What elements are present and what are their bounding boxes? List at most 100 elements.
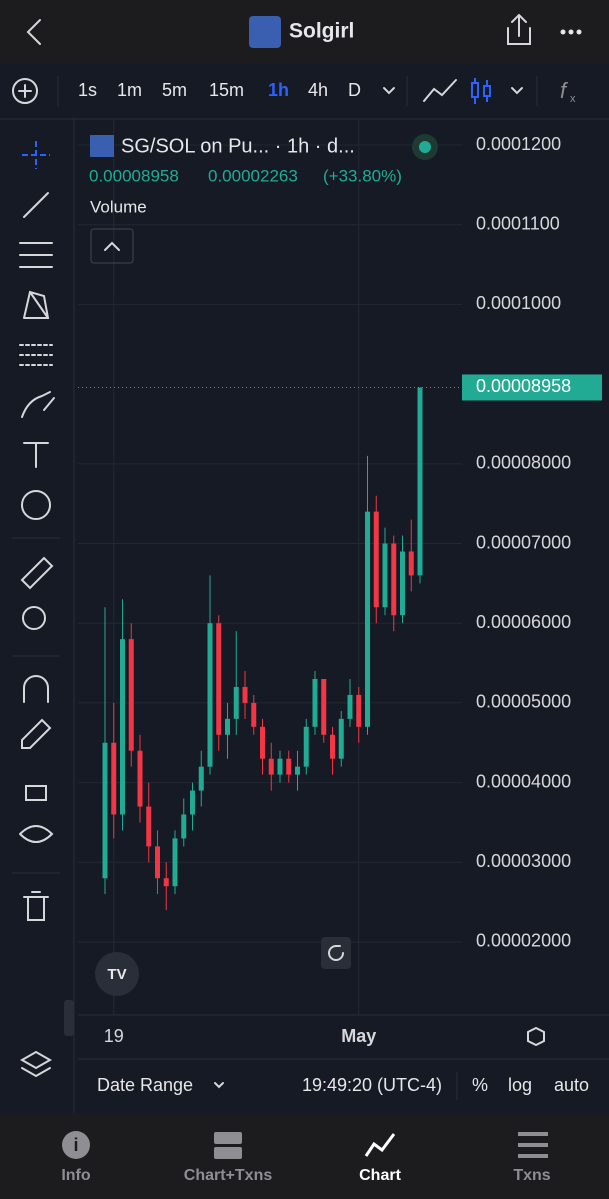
candle-body bbox=[207, 623, 213, 767]
indicators-sub: x bbox=[570, 93, 576, 105]
line-chart-button[interactable] bbox=[423, 79, 457, 102]
axis-settings[interactable] bbox=[527, 1026, 545, 1047]
chart-txns-icon bbox=[214, 1147, 242, 1159]
y-tick-label: 0.00007000 bbox=[476, 532, 571, 552]
candle-body bbox=[330, 734, 335, 759]
y-tick-label: 0.00008000 bbox=[476, 453, 571, 473]
candle-body bbox=[391, 543, 397, 616]
collapse-icon bbox=[104, 241, 120, 251]
more-button[interactable] bbox=[560, 29, 582, 35]
fib-tool[interactable] bbox=[19, 242, 53, 268]
candle-body bbox=[347, 694, 353, 719]
layers-tool[interactable] bbox=[19, 1050, 53, 1078]
date-range-dropdown bbox=[214, 1082, 224, 1089]
y-tick-label: 0.00004000 bbox=[476, 771, 571, 791]
chart-type-dropdown[interactable] bbox=[511, 87, 523, 95]
visibility-tool[interactable] bbox=[19, 825, 54, 843]
crosshair-tool[interactable] bbox=[22, 141, 50, 169]
add-indicator[interactable] bbox=[12, 78, 38, 104]
tv-logo-mark: TV bbox=[107, 966, 126, 983]
percent-toggle[interactable]: % bbox=[472, 1075, 488, 1095]
candle-body bbox=[312, 678, 318, 727]
status-dot bbox=[419, 141, 431, 153]
candle-body bbox=[146, 806, 152, 847]
price-value: 0.00008958 bbox=[89, 166, 179, 185]
back-button[interactable] bbox=[26, 19, 41, 45]
candle-body bbox=[111, 742, 117, 815]
candle-body bbox=[190, 790, 195, 815]
candle-body bbox=[181, 814, 187, 839]
candle-body bbox=[242, 686, 248, 703]
tab-label[interactable]: Chart bbox=[359, 1167, 401, 1184]
drawing-tools bbox=[12, 141, 60, 1078]
delete-tool[interactable] bbox=[23, 891, 49, 921]
candle-body bbox=[102, 742, 108, 879]
plot: 19 May 0.0001200 0.0001100 0.0001000 0.000080… bbox=[78, 120, 602, 1046]
lock-tool[interactable] bbox=[25, 785, 47, 801]
candle-chart-button[interactable] bbox=[471, 78, 491, 104]
info-glyph: i bbox=[73, 1135, 78, 1155]
collapse-button[interactable] bbox=[90, 228, 134, 264]
x-tick-label: 19 bbox=[104, 1026, 124, 1046]
interval-button[interactable]: 1h bbox=[268, 80, 289, 100]
symbol-title: SG/SOL on Pu... · 1h · d... bbox=[121, 135, 355, 157]
auto-toggle[interactable]: auto bbox=[554, 1075, 589, 1095]
last-price-label: 0.00008958 bbox=[476, 376, 571, 396]
y-tick-label: 0.0001000 bbox=[476, 293, 561, 313]
y-tick-label: 0.00002000 bbox=[476, 931, 571, 951]
date-range[interactable]: Date Range bbox=[97, 1075, 193, 1095]
candle-body bbox=[198, 766, 204, 791]
candle-body bbox=[338, 718, 344, 759]
indicators-button[interactable]: f bbox=[560, 78, 569, 103]
brush-tool[interactable] bbox=[21, 391, 55, 418]
candle-body bbox=[417, 387, 423, 576]
text-tool[interactable] bbox=[23, 442, 49, 468]
study-label: Volume bbox=[90, 197, 147, 216]
trend-line-tool[interactable] bbox=[23, 192, 49, 218]
interval-button[interactable]: 1m bbox=[117, 80, 142, 100]
reset-button[interactable] bbox=[321, 937, 351, 969]
candle-body bbox=[120, 639, 125, 815]
interval-button[interactable]: 5m bbox=[162, 80, 187, 100]
tab-label[interactable]: Chart+Txns bbox=[184, 1167, 273, 1184]
candle-body bbox=[225, 718, 230, 735]
change-pct: (+33.80%) bbox=[323, 166, 402, 185]
interval-button[interactable]: 1s bbox=[78, 80, 97, 100]
chart-tab-icon bbox=[364, 1133, 396, 1157]
lock-draw-tool[interactable] bbox=[21, 718, 52, 749]
candle-body bbox=[251, 702, 257, 727]
candle-body bbox=[303, 726, 309, 767]
log-toggle[interactable]: log bbox=[508, 1075, 532, 1095]
interval-button[interactable]: 4h bbox=[308, 80, 328, 100]
candle-body bbox=[286, 758, 292, 775]
tab-label[interactable]: Info bbox=[61, 1167, 91, 1184]
pattern-tool[interactable] bbox=[23, 290, 50, 319]
clock: 19:49:20 (UTC-4) bbox=[302, 1075, 442, 1095]
tab-label[interactable]: Txns bbox=[513, 1167, 550, 1184]
projection-tool[interactable] bbox=[19, 344, 53, 366]
last-price-tag bbox=[462, 374, 602, 401]
interval-dropdown[interactable] bbox=[383, 87, 395, 95]
candle-body bbox=[172, 838, 178, 887]
candle-body bbox=[295, 766, 300, 775]
y-tick-label: 0.00006000 bbox=[476, 612, 571, 632]
token-icon bbox=[249, 16, 281, 48]
share-button[interactable] bbox=[507, 13, 531, 45]
candle-body bbox=[356, 694, 362, 727]
candle-body bbox=[137, 750, 143, 807]
interval-button[interactable]: D bbox=[348, 80, 361, 100]
txns-icon bbox=[518, 1132, 548, 1158]
interval-button[interactable]: 15m bbox=[209, 80, 244, 100]
ruler-tool[interactable] bbox=[20, 556, 54, 590]
magnet-tool[interactable] bbox=[23, 675, 49, 703]
y-tick-label: 0.0001100 bbox=[476, 213, 560, 233]
page-title: Solgirl bbox=[289, 20, 354, 43]
emoji-tool[interactable] bbox=[21, 490, 51, 520]
chart-txns-icon bbox=[214, 1132, 242, 1144]
info-icon bbox=[62, 1131, 90, 1159]
panel-handle[interactable] bbox=[64, 1000, 74, 1036]
candle-body bbox=[260, 726, 265, 759]
zoom-tool[interactable] bbox=[22, 606, 46, 630]
tv-logo bbox=[95, 952, 139, 996]
